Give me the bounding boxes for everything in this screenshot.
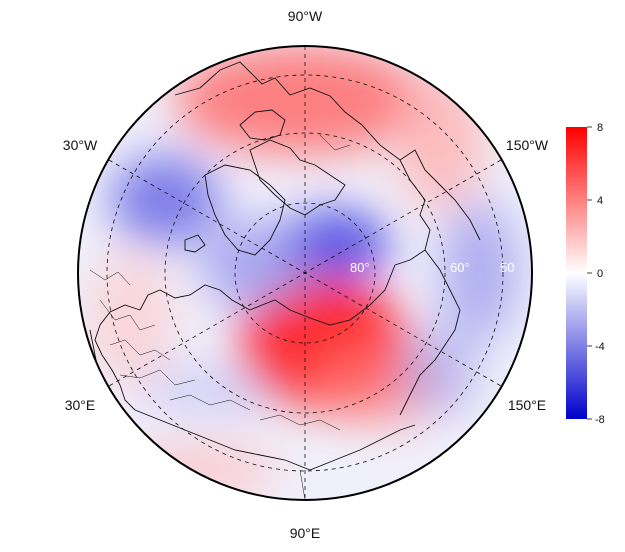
- positive-anomaly-north-america: [175, 46, 425, 155]
- graticule: [106, 46, 504, 500]
- coastline-siberia: [249, 264, 396, 326]
- longitude-label-bottom: 90°E: [290, 525, 321, 541]
- latitude-label-80: 80°: [350, 260, 370, 275]
- negative-anomaly-atlantic: [110, 155, 220, 245]
- colorbar-tick-neg8: -8: [595, 414, 605, 426]
- latitude-label-60: 60°: [450, 260, 470, 275]
- meridian-150-30: [108, 159, 502, 387]
- coastline-iceland: [184, 234, 206, 253]
- map-disc: 80° 60° 50: [77, 45, 533, 501]
- longitude-label-top: 90°W: [288, 8, 323, 24]
- colorbar-tick-neg4: -4: [595, 341, 605, 353]
- colorbar-tick-8: 8: [597, 122, 603, 134]
- latitude-circle-60: [106, 74, 504, 472]
- colorbar: 8 4 0 -4 -8: [566, 122, 605, 426]
- coastline-greenland: [204, 164, 286, 256]
- negative-anomaly-central-asia: [140, 365, 280, 415]
- negative-anomaly-east-asia: [400, 325, 480, 415]
- latitude-label-50: 50: [500, 260, 514, 275]
- longitude-label-lower-left: 30°E: [65, 397, 96, 413]
- longitude-label-upper-left: 30°W: [63, 137, 98, 153]
- coastline-north-america: [174, 61, 481, 241]
- colorbar-gradient: [566, 127, 587, 419]
- coastline-canadian-archipelago: [249, 139, 346, 216]
- longitude-label-upper-right: 150°W: [506, 137, 549, 153]
- positive-anomaly-africa: [120, 440, 280, 500]
- coastline-europe: [94, 304, 141, 411]
- negative-anomaly-barents: [200, 220, 310, 310]
- coastline-alaska: [394, 159, 431, 266]
- colorbar-tick-0: 0: [597, 268, 603, 280]
- latitude-circle-80: [234, 202, 376, 344]
- longitude-label-lower-right: 150°E: [508, 397, 546, 413]
- colorbar-tick-4: 4: [597, 195, 603, 207]
- latitude-circle-70: [164, 132, 446, 414]
- country-borders: [89, 134, 351, 500]
- coastline-hudson-bay: [239, 109, 286, 141]
- coastline-scandinavia: [139, 284, 251, 311]
- coastline-east-asia: [399, 249, 461, 416]
- map-border: [77, 45, 533, 501]
